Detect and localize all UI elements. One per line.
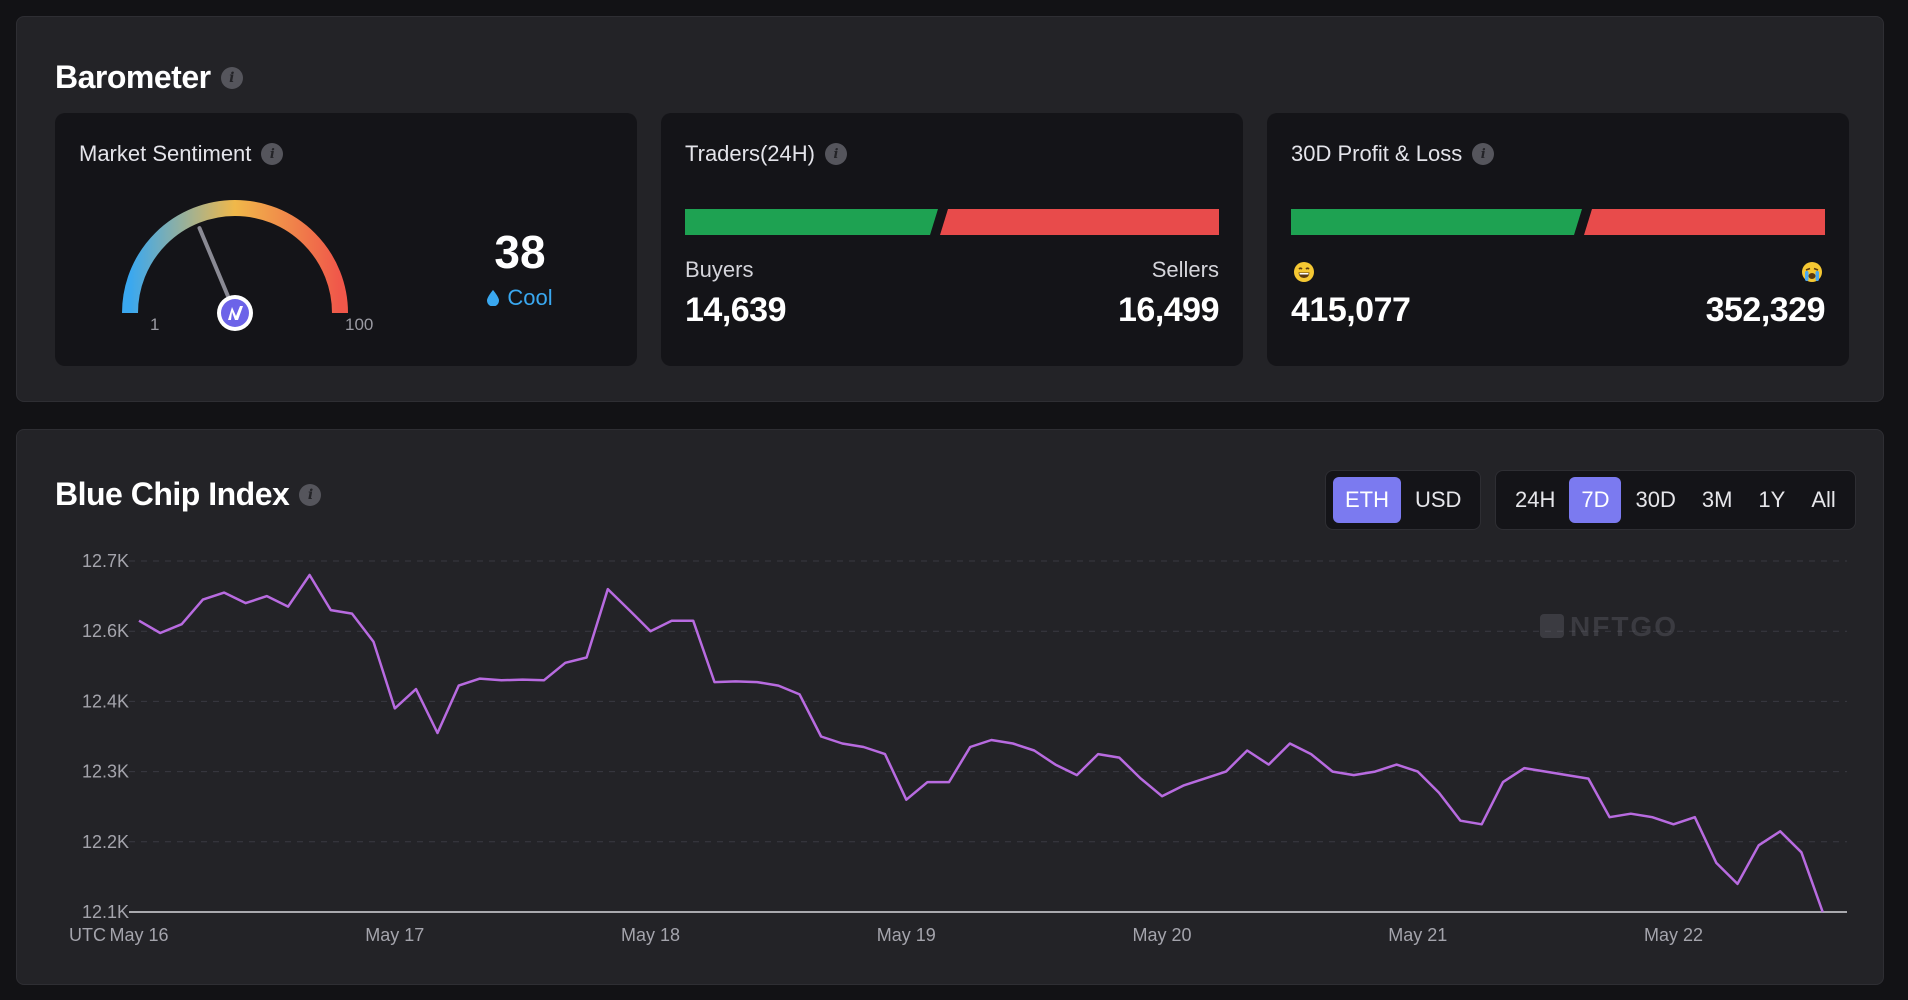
currency-usd-button[interactable]: USD xyxy=(1415,487,1462,512)
market-sentiment-title-row: Market Sentiment i xyxy=(79,141,284,167)
nftgo-watermark-text: NFTGO xyxy=(1570,611,1678,642)
blue-chip-title-row: Blue Chip Index i xyxy=(55,476,322,513)
sentiment-label-row: Cool xyxy=(445,285,595,311)
range-3m-button[interactable]: 3M xyxy=(1701,487,1733,512)
y-tick-label: 12.2K xyxy=(82,832,129,852)
info-icon[interactable]: i xyxy=(825,143,847,165)
profit-loss-title-row: 30D Profit & Loss i xyxy=(1291,141,1495,167)
info-icon[interactable]: i xyxy=(261,143,284,165)
y-tick-label: 12.4K xyxy=(82,691,129,711)
barometer-title-row: Barometer i xyxy=(55,59,243,96)
currency-eth-button[interactable]: ETH xyxy=(1333,477,1401,523)
y-tick-label: 12.1K xyxy=(82,902,129,922)
profit-loss-split-bar xyxy=(1291,209,1825,235)
range-1y-button[interactable]: 1Y xyxy=(1758,487,1786,512)
y-tick-label: 12.7K xyxy=(82,551,129,571)
sentiment-gauge xyxy=(122,200,348,331)
x-tick-label: May 18 xyxy=(621,925,680,945)
x-tick-label: May 22 xyxy=(1644,925,1703,945)
nftgo-watermark-icon xyxy=(1540,614,1564,638)
profit-loss-title: 30D Profit & Loss xyxy=(1291,141,1463,166)
buyers-label: Buyers xyxy=(685,257,754,282)
info-icon[interactable]: i xyxy=(220,66,243,89)
market-sentiment-card: Market Sentiment i 1 100 38 xyxy=(55,113,637,366)
profit-value: 415,077 xyxy=(1291,291,1411,329)
loss-value: 352,329 xyxy=(1705,291,1826,329)
buyers-value: 14,639 xyxy=(685,291,787,329)
info-icon[interactable]: i xyxy=(1472,143,1495,165)
profit-bar xyxy=(1291,209,1582,235)
nftgo-logo-icon xyxy=(217,295,253,331)
x-tick-label: May 21 xyxy=(1388,925,1447,945)
drop-icon xyxy=(487,290,500,306)
x-tick-label: May 16 xyxy=(109,925,168,945)
index-series-line xyxy=(138,573,1824,913)
gauge-min-label: 1 xyxy=(150,315,160,334)
sentiment-label: Cool xyxy=(507,285,553,310)
traders-title-row: Traders(24H) i xyxy=(685,141,847,167)
nftgo-watermark: NFTGO xyxy=(1540,611,1678,642)
traders-card: Traders(24H) i Buyers Sellers 14,639 16,… xyxy=(661,113,1243,366)
x-axis-timezone-label: UTC xyxy=(69,925,106,945)
sellers-value: 16,499 xyxy=(1118,291,1220,329)
grinning-face-icon xyxy=(1294,262,1314,282)
blue-chip-index-panel: 12.1K 12.2K 12.3K 12.4K 12.6K 12.7K UTC May 16 M… xyxy=(16,429,1884,985)
crying-face-icon xyxy=(1802,262,1822,282)
range-all-button[interactable]: All xyxy=(1811,487,1836,512)
sellers-label: Sellers xyxy=(1151,257,1219,282)
currency-toggle: ETH USD xyxy=(1325,470,1482,530)
y-tick-label: 12.6K xyxy=(82,621,129,641)
sellers-bar xyxy=(940,209,1219,235)
blue-chip-index-chart: 12.1K 12.2K 12.3K 12.4K 12.6K 12.7K UTC May 16 M… xyxy=(69,551,1847,945)
y-tick-label: 12.3K xyxy=(82,762,129,782)
time-range-toggle: 24H 7D 30D 3M 1Y All xyxy=(1495,470,1856,530)
range-7d-button[interactable]: 7D xyxy=(1569,477,1622,523)
traders-title: Traders(24H) xyxy=(685,141,815,166)
range-24h-button[interactable]: 24H xyxy=(1515,487,1556,512)
loss-bar xyxy=(1584,209,1825,235)
buyers-bar xyxy=(685,209,938,235)
profit-loss-card: 30D Profit & Loss i 415,077 352,329 xyxy=(1267,113,1849,366)
x-tick-label: May 19 xyxy=(877,925,936,945)
range-30d-button[interactable]: 30D xyxy=(1635,487,1676,512)
barometer-title: Barometer xyxy=(55,59,211,95)
market-sentiment-title: Market Sentiment xyxy=(79,141,252,166)
gauge-max-label: 100 xyxy=(345,315,374,334)
x-tick-label: May 20 xyxy=(1133,925,1192,945)
traders-split-bar xyxy=(685,209,1219,235)
sentiment-value: 38 xyxy=(494,226,546,278)
info-icon[interactable]: i xyxy=(299,483,322,506)
blue-chip-title: Blue Chip Index xyxy=(55,476,290,512)
barometer-panel: Barometer i Market Sentiment i xyxy=(16,16,1884,402)
gauge-arc xyxy=(122,200,348,314)
x-tick-label: May 17 xyxy=(365,925,424,945)
